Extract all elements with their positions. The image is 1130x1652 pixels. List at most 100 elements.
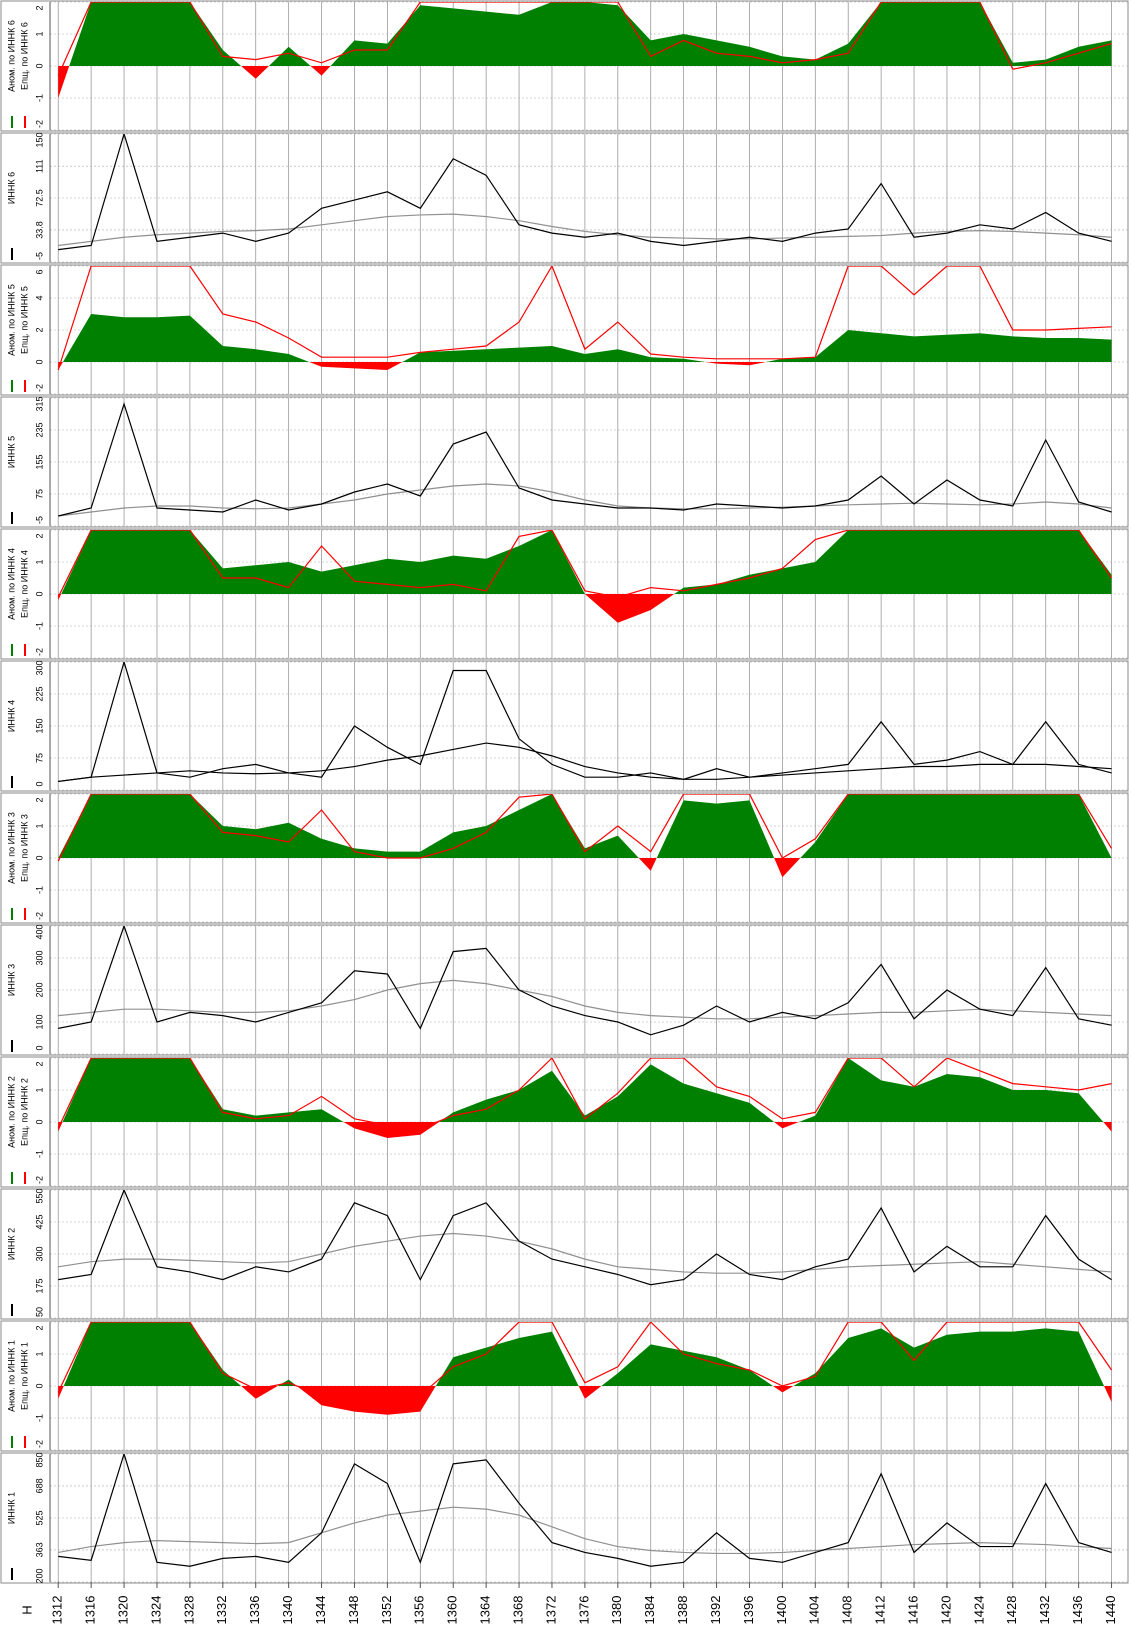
- x-tick-label: 1440: [1103, 1596, 1118, 1625]
- legend-label: Епщ. по ИННК 5: [19, 286, 29, 354]
- y-tick-label: 1: [34, 823, 44, 828]
- positive-area: [58, 530, 1112, 594]
- positive-area: [58, 2, 1112, 66]
- y-tick-label: -2: [34, 120, 44, 128]
- y-tick-label: 1: [34, 31, 44, 36]
- y-tick-label: 300: [34, 950, 44, 965]
- positive-area: [58, 1058, 1112, 1122]
- x-tick-label: 1364: [478, 1596, 493, 1625]
- negative-area: [58, 1386, 1112, 1415]
- legend-label: Епщ. по ИННК 4: [19, 550, 29, 618]
- line: [58, 1506, 1112, 1555]
- y-tick-label: 235: [34, 422, 44, 437]
- x-tick-label: 1328: [181, 1596, 196, 1625]
- y-tick-label: 200: [34, 1568, 44, 1583]
- line: [57, 794, 1113, 862]
- legend-label: ИННК 2: [6, 1228, 16, 1260]
- panel: -2 -1 0 1 2 Аном. по ИННК 2 Епщ. по ИННК 2: [0, 1056, 1129, 1188]
- x-tick-label: 1320: [115, 1596, 130, 1625]
- y-tick-label: 0: [34, 63, 44, 68]
- panel-frame: [0, 924, 1129, 1056]
- y-tick-label: 4: [34, 295, 44, 300]
- positive-area: [58, 794, 1112, 858]
- legend-label: Аном. по ИННК 2: [6, 1076, 16, 1148]
- y-tick-label: 150: [34, 718, 44, 733]
- y-tick-label: 2: [34, 1061, 44, 1066]
- panel-frame: [0, 396, 1129, 528]
- positive-area: [58, 1322, 1112, 1386]
- legend-label: Аном. по ИННК 1: [6, 1340, 16, 1412]
- legend-label: Епщ. по ИННК 2: [19, 1078, 29, 1146]
- y-tick-label: 155: [34, 454, 44, 469]
- y-tick-label: 0: [34, 1045, 44, 1050]
- y-tick-label: -1: [34, 622, 44, 630]
- legend-label: Епщ. по ИННК 3: [19, 814, 29, 882]
- x-tick-label: 1352: [379, 1596, 394, 1625]
- y-tick-label: 400: [34, 924, 44, 939]
- panel: -2 0 2 4 6 Аном. по ИННК 5 Епщ. по ИННК 5: [0, 264, 1129, 396]
- x-tick-label: 1388: [675, 1596, 690, 1625]
- y-tick-label: 850: [34, 1452, 44, 1467]
- y-tick-label: 75: [34, 753, 44, 763]
- x-tick-label: 1344: [313, 1596, 328, 1625]
- negative-area: [58, 362, 1112, 370]
- legend-label: Епщ. по ИННК 1: [19, 1342, 29, 1410]
- y-tick-label: -2: [34, 648, 44, 656]
- x-tick-label: 1324: [148, 1596, 163, 1625]
- x-tick-label: 1424: [971, 1596, 986, 1625]
- x-tick-label: 1336: [247, 1596, 262, 1625]
- y-tick-label: 0: [34, 1119, 44, 1124]
- y-tick-label: 50: [34, 1307, 44, 1317]
- line: [57, 530, 1113, 598]
- x-tick-label: 1408: [840, 1596, 855, 1625]
- x-axis-title: Н: [19, 1605, 34, 1614]
- panel-frame: [0, 132, 1129, 264]
- panel: -2 -1 0 1 2 Аном. по ИННК 1 Епщ. по ИННК 1: [0, 1320, 1129, 1452]
- panel: -5 33.8 72.5 111 150 ИННК 6: [0, 132, 1129, 264]
- legend-label: Аном. по ИННК 4: [6, 548, 16, 620]
- y-tick-label: -1: [34, 886, 44, 894]
- x-tick-label: 1384: [642, 1596, 657, 1625]
- y-tick-label: -5: [34, 516, 44, 524]
- x-tick-label: 1404: [807, 1596, 822, 1625]
- y-tick-label: 425: [34, 1214, 44, 1229]
- x-tick-label: 1348: [346, 1596, 361, 1625]
- x-tick-label: 1360: [445, 1596, 460, 1625]
- x-tick-label: 1340: [280, 1596, 295, 1625]
- x-tick-label: 1436: [1070, 1596, 1085, 1625]
- y-tick-label: 75: [34, 489, 44, 499]
- legend-label: ИННК 6: [6, 172, 16, 204]
- legend-label: Аном. по ИННК 3: [6, 812, 16, 884]
- y-tick-label: 111: [34, 159, 44, 173]
- x-tick-label: 1396: [741, 1596, 756, 1625]
- line: [58, 402, 1112, 517]
- line: [58, 926, 1112, 1036]
- y-tick-label: 2: [34, 1325, 44, 1330]
- y-tick-label: -2: [34, 1440, 44, 1448]
- y-tick-label: 72.5: [34, 189, 44, 207]
- panel: -2 -1 0 1 2 Аном. по ИННК 4 Епщ. по ИННК 4: [0, 528, 1129, 660]
- y-tick-label: 225: [34, 686, 44, 701]
- panel-frame: [0, 1452, 1129, 1584]
- legend-label: Аном. по ИННК 6: [6, 20, 16, 92]
- y-tick-label: -5: [34, 252, 44, 260]
- line: [57, 2, 1112, 76]
- y-tick-label: -1: [34, 94, 44, 102]
- y-tick-label: 0: [34, 1383, 44, 1388]
- x-tick-label: 1428: [1004, 1596, 1019, 1625]
- x-tick-label: 1312: [50, 1596, 65, 1625]
- line: [57, 266, 1112, 371]
- y-tick-label: -2: [34, 384, 44, 392]
- legend-label: ИННК 3: [6, 964, 16, 996]
- y-tick-label: 300: [34, 1246, 44, 1261]
- panel: -5 75 155 235 315 ИННК 5: [0, 396, 1129, 528]
- x-tick-label: 1412: [873, 1596, 888, 1625]
- y-tick-label: 2: [34, 327, 44, 332]
- x-tick-label: 1372: [543, 1596, 558, 1625]
- line: [58, 1454, 1112, 1567]
- y-tick-label: 315: [34, 396, 44, 411]
- y-tick-label: 300: [34, 660, 44, 675]
- legend-label: ИННК 4: [6, 700, 16, 732]
- x-tick-label: 1316: [83, 1596, 98, 1625]
- legend-label: Аном. по ИННК 5: [6, 284, 16, 356]
